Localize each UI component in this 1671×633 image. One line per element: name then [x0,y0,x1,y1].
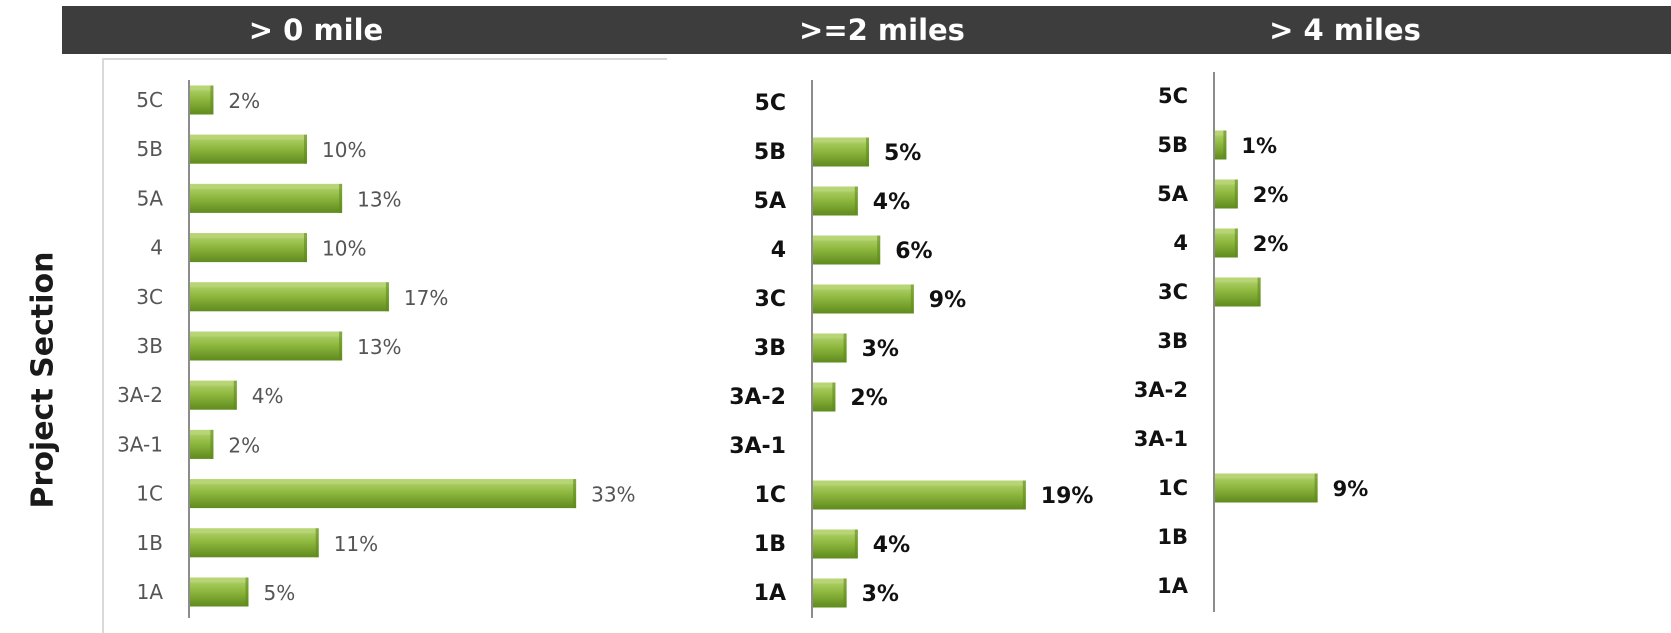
category-label: 1C [136,482,163,506]
panel-title-0-mile: > 0 mile [248,13,384,47]
value-label: 17% [404,286,448,310]
bar [190,479,577,509]
value-label: 5% [884,141,921,166]
bar [190,85,214,115]
bar [813,137,869,167]
value-label: 19% [1041,484,1094,509]
bar [190,134,307,164]
category-label: 5A [137,186,164,210]
category-label: 5C [1158,84,1188,108]
value-label: 10% [322,138,366,162]
category-label: 1A [1157,574,1189,598]
category-label: 5A [1157,182,1189,206]
frame-left-line [102,58,104,633]
category-label: 3A-1 [729,434,786,459]
panel-title-4-miles: > 4 miles [1269,13,1421,47]
value-label: 11% [334,532,378,556]
category-label: 3B [137,334,163,358]
bar [190,528,319,558]
value-label: 9% [1333,477,1369,501]
category-label: 3B [754,336,786,361]
category-label: 3C [1158,280,1188,304]
category-label: 4 [771,238,786,263]
category-label: 5C [136,88,163,112]
category-label: 3A-1 [117,432,163,456]
panel-title-2-miles: >=2 miles [799,13,965,47]
category-label: 1B [754,532,786,557]
bar [1215,277,1261,307]
bar [1215,473,1318,503]
bar [190,380,237,410]
bar [813,529,858,559]
value-label: 4% [252,384,284,408]
bar [813,186,858,216]
category-label: 1A [754,581,786,606]
bar [1215,228,1238,258]
bar [813,284,914,314]
category-label: 3A-2 [1134,378,1188,402]
category-label: 4 [1173,231,1188,255]
category-label: 1C [1158,476,1188,500]
bar [190,183,343,213]
category-label: 3C [136,285,163,309]
category-label: 5B [1157,133,1188,157]
bar [1215,130,1227,160]
category-label: 4 [150,236,163,260]
bar [813,578,847,608]
bar [813,382,836,412]
value-label: 4% [873,533,910,558]
value-label: 13% [357,187,401,211]
bar [1215,179,1238,209]
category-label: 3A-1 [1134,427,1188,451]
value-label: 10% [322,237,366,261]
value-label: 9% [929,288,966,313]
value-label: 33% [591,483,635,507]
panel-header-bar [62,6,1671,54]
value-label: 2% [1253,183,1289,207]
bar [190,429,214,459]
frame-top-line [102,58,667,60]
value-label: 6% [895,239,932,264]
value-label: 5% [264,581,296,605]
bar [813,480,1026,510]
value-label: 2% [228,89,260,113]
value-label: 4% [873,190,910,215]
bar [813,235,881,265]
value-label: 3% [862,582,899,607]
value-label: 1% [1241,134,1277,158]
category-label: 5A [754,189,786,214]
value-label: 2% [850,386,887,411]
category-label: 1B [1157,525,1188,549]
category-label: 1A [137,580,164,604]
value-label: 2% [1253,232,1289,256]
category-label: 1C [755,483,786,508]
category-label: 3C [755,287,786,312]
value-label: 2% [228,433,260,457]
category-label: 5C [755,91,786,116]
category-label: 3A-2 [729,385,786,410]
category-label: 3B [1157,329,1188,353]
value-label: 13% [357,335,401,359]
bar [813,333,847,363]
bar [190,577,249,607]
value-label: 3% [862,337,899,362]
category-label: 1B [137,531,163,555]
bar [190,233,307,263]
category-label: 5B [754,140,786,165]
category-label: 3A-2 [117,383,163,407]
bar [190,282,389,312]
bar [190,331,343,361]
category-label: 5B [137,137,163,161]
